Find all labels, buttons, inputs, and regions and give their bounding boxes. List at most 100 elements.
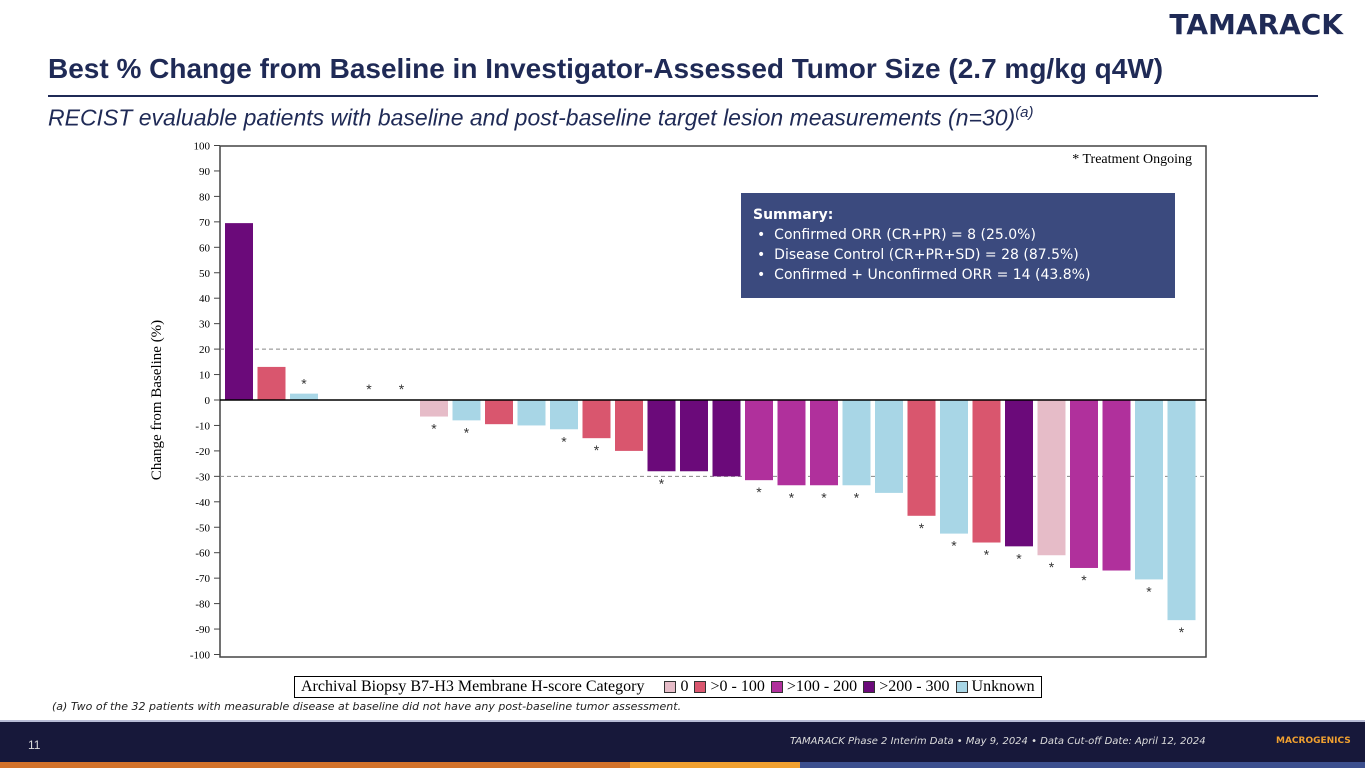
y-tick-label: 50 [199,268,211,280]
ongoing-marker: * [366,381,372,397]
y-tick-label: 70 [199,217,211,229]
y-tick-label: 80 [199,191,211,203]
summary-item-text: Disease Control (CR+PR+SD) = 28 (87.5%) [774,247,1079,263]
ongoing-marker: * [464,424,470,440]
y-tick-label: 90 [199,166,211,178]
bar [972,400,1001,543]
ongoing-marker: * [1146,583,1152,599]
bar [1005,400,1033,547]
y-tick-label: 30 [199,319,211,331]
page-subtitle: RECIST evaluable patients with baseline … [48,104,1338,132]
ongoing-marker: * [431,421,437,437]
treatment-ongoing-note: * Treatment Ongoing [1072,152,1192,167]
bar [257,366,286,400]
bar [550,400,578,430]
bar [907,400,936,516]
bar [647,400,676,472]
ongoing-marker: * [1049,559,1055,575]
ongoing-marker: * [1179,624,1185,640]
ongoing-marker: * [1016,550,1022,566]
legend-swatch [694,681,707,694]
ongoing-marker: * [561,433,567,449]
summary-item: • Confirmed + Unconfirmed ORR = 14 (43.8… [757,267,1091,283]
bar [1037,400,1066,556]
legend-swatch [955,681,968,694]
summary-item: • Disease Control (CR+PR+SD) = 28 (87.5%… [757,247,1079,263]
footer-stripe [0,762,1365,768]
plot-frame [219,145,1207,658]
page-title: Best % Change from Baseline in Investiga… [48,53,1164,84]
y-tick-label: -10 [195,420,210,432]
macrogenics-logo: MACROGENICS [1276,736,1351,746]
legend-label: 0 [680,678,689,695]
y-tick-label: 0 [205,395,211,407]
tamarack-logo: TAMARACK [1169,8,1343,41]
summary-heading: Summary: [753,207,834,223]
subtitle-text: RECIST evaluable patients with baseline … [48,104,1016,131]
y-tick-label: 100 [194,141,211,153]
ongoing-marker: * [951,538,957,554]
y-tick-label: -50 [195,522,210,534]
bar [615,400,643,451]
subtitle-footnote-marker: (a) [1015,104,1034,121]
footnote: (a) Two of the 32 patients with measurab… [52,700,682,713]
bar [485,400,513,425]
y-axis-label: Change from Baseline (%) [149,320,165,480]
y-tick-label: -30 [195,471,210,483]
legend-entry: 0 [664,678,688,696]
ongoing-marker: * [1081,572,1087,588]
bar [290,393,318,400]
legend-label: >200 - 300 [879,678,950,695]
summary-item: • Confirmed ORR (CR+PR) = 8 (25.0%) [757,227,1036,243]
legend-entry: >100 - 200 [770,678,858,696]
ongoing-marker: * [984,547,990,563]
footer-text: TAMARACK Phase 2 Interim Data • May 9, 2… [790,736,1206,747]
ongoing-marker: * [756,484,762,500]
y-tick-label: 20 [199,344,211,356]
y-tick-label: -60 [195,548,210,560]
y-tick-label: -100 [190,650,211,662]
bar [1135,400,1163,580]
bar [745,400,773,481]
summary-item-text: Confirmed + Unconfirmed ORR = 14 (43.8%) [774,267,1091,283]
title-divider [48,95,1318,97]
legend-entry: Unknown [955,678,1035,696]
legend-label: >0 - 100 [710,678,765,695]
legend-swatch [863,681,876,694]
y-tick-label: 10 [199,370,211,382]
bar [680,400,708,472]
bar [875,400,903,493]
legend-swatch [770,681,783,694]
y-tick-label: -40 [195,497,210,509]
y-tick-label: -80 [195,599,210,611]
y-tick-label: -70 [195,573,210,585]
ongoing-marker: * [919,520,925,536]
bar [452,400,481,421]
bar [1102,400,1131,571]
legend-swatch [664,681,677,694]
bar [582,400,611,439]
bar [1167,400,1196,621]
bar [940,400,968,534]
summary-box: Summary: • Confirmed ORR (CR+PR) = 8 (25… [741,193,1175,298]
bar [777,400,806,486]
footer-bar: 11 TAMARACK Phase 2 Interim Data • May 9… [0,720,1365,764]
legend-entry: >200 - 300 [863,678,950,696]
legend-label: >100 - 200 [786,678,858,695]
y-tick-label: 40 [199,293,211,305]
legend-label: Unknown [971,678,1035,695]
bar [225,223,253,400]
ongoing-marker: * [301,376,307,392]
legend-entry: >0 - 100 [694,678,765,696]
bar [842,400,871,486]
ongoing-marker: * [399,381,405,397]
y-tick-label: 60 [199,242,211,254]
legend-title: Archival Biopsy B7-H3 Membrane H-score C… [301,678,645,695]
summary-item-text: Confirmed ORR (CR+PR) = 8 (25.0%) [774,227,1036,243]
ongoing-marker: * [854,489,860,505]
bar [712,400,741,477]
ongoing-marker: * [789,489,795,505]
y-tick-label: -90 [195,624,210,636]
ongoing-marker: * [659,475,665,491]
